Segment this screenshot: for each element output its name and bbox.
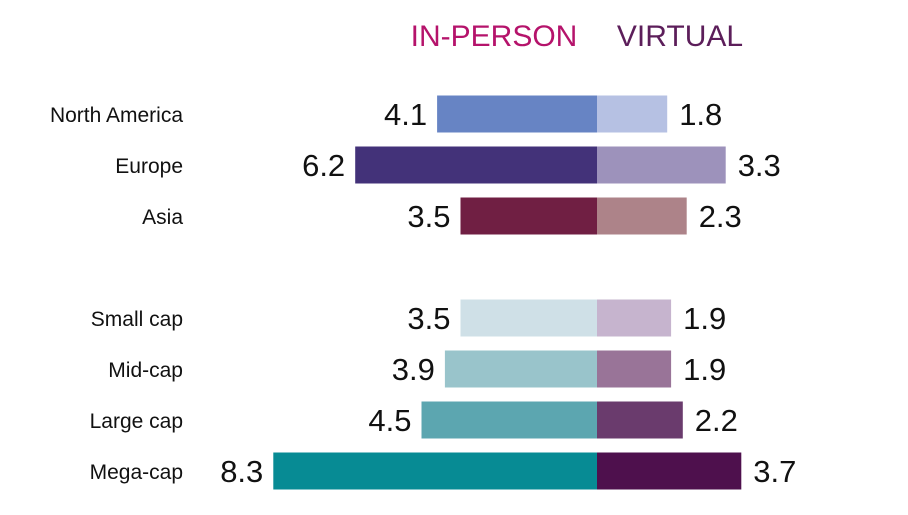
category-label-europe: Europe xyxy=(115,155,183,178)
chart-rows: North America 4.1 1.8 Europe 6.2 3.3 Asia 3.5 2.… xyxy=(50,95,796,490)
row-asia: Asia 3.5 2.3 xyxy=(142,197,742,235)
bar-in-person-small-cap xyxy=(460,299,597,337)
category-label-north-america: North America xyxy=(50,104,183,127)
bar-virtual-asia xyxy=(597,197,687,235)
bar-in-person-asia xyxy=(460,197,597,235)
value-label-in-person-mid-cap: 3.9 xyxy=(392,352,435,387)
category-label-small-cap: Small cap xyxy=(91,308,183,331)
bar-virtual-north-america xyxy=(597,95,668,133)
bar-in-person-europe xyxy=(355,146,597,184)
value-label-virtual-north-america: 1.8 xyxy=(679,97,722,132)
row-europe: Europe 6.2 3.3 xyxy=(115,146,781,184)
value-label-in-person-asia: 3.5 xyxy=(407,199,450,234)
value-label-virtual-europe: 3.3 xyxy=(738,148,781,183)
value-label-in-person-large-cap: 4.5 xyxy=(368,403,411,438)
value-label-virtual-small-cap: 1.9 xyxy=(683,301,726,336)
bar-in-person-large-cap xyxy=(421,401,597,439)
category-label-mega-cap: Mega-cap xyxy=(90,461,183,484)
bar-virtual-europe xyxy=(597,146,726,184)
value-label-in-person-europe: 6.2 xyxy=(302,148,345,183)
bar-virtual-large-cap xyxy=(597,401,683,439)
row-north-america: North America 4.1 1.8 xyxy=(50,95,722,133)
bar-in-person-north-america xyxy=(437,95,597,133)
row-mid-cap: Mid-cap 3.9 1.9 xyxy=(108,350,726,388)
category-label-asia: Asia xyxy=(142,206,183,229)
value-label-virtual-mid-cap: 1.9 xyxy=(683,352,726,387)
value-label-in-person-small-cap: 3.5 xyxy=(407,301,450,336)
header-virtual: VIRTUAL xyxy=(617,20,743,53)
value-label-in-person-north-america: 4.1 xyxy=(384,97,427,132)
bar-in-person-mid-cap xyxy=(444,350,597,388)
value-label-virtual-asia: 2.3 xyxy=(699,199,742,234)
category-label-large-cap: Large cap xyxy=(90,410,183,433)
value-label-in-person-mega-cap: 8.3 xyxy=(220,454,263,489)
category-label-mid-cap: Mid-cap xyxy=(108,359,183,382)
row-large-cap: Large cap 4.5 2.2 xyxy=(90,401,738,439)
bar-in-person-mega-cap xyxy=(273,452,597,490)
bar-virtual-small-cap xyxy=(597,299,672,337)
bar-virtual-mega-cap xyxy=(597,452,742,490)
value-label-virtual-mega-cap: 3.7 xyxy=(753,454,796,489)
header-in-person: IN-PERSON xyxy=(411,20,578,53)
row-mega-cap: Mega-cap 8.3 3.7 xyxy=(90,452,796,490)
row-small-cap: Small cap 3.5 1.9 xyxy=(91,299,726,337)
value-label-virtual-large-cap: 2.2 xyxy=(695,403,738,438)
bar-virtual-mid-cap xyxy=(597,350,672,388)
